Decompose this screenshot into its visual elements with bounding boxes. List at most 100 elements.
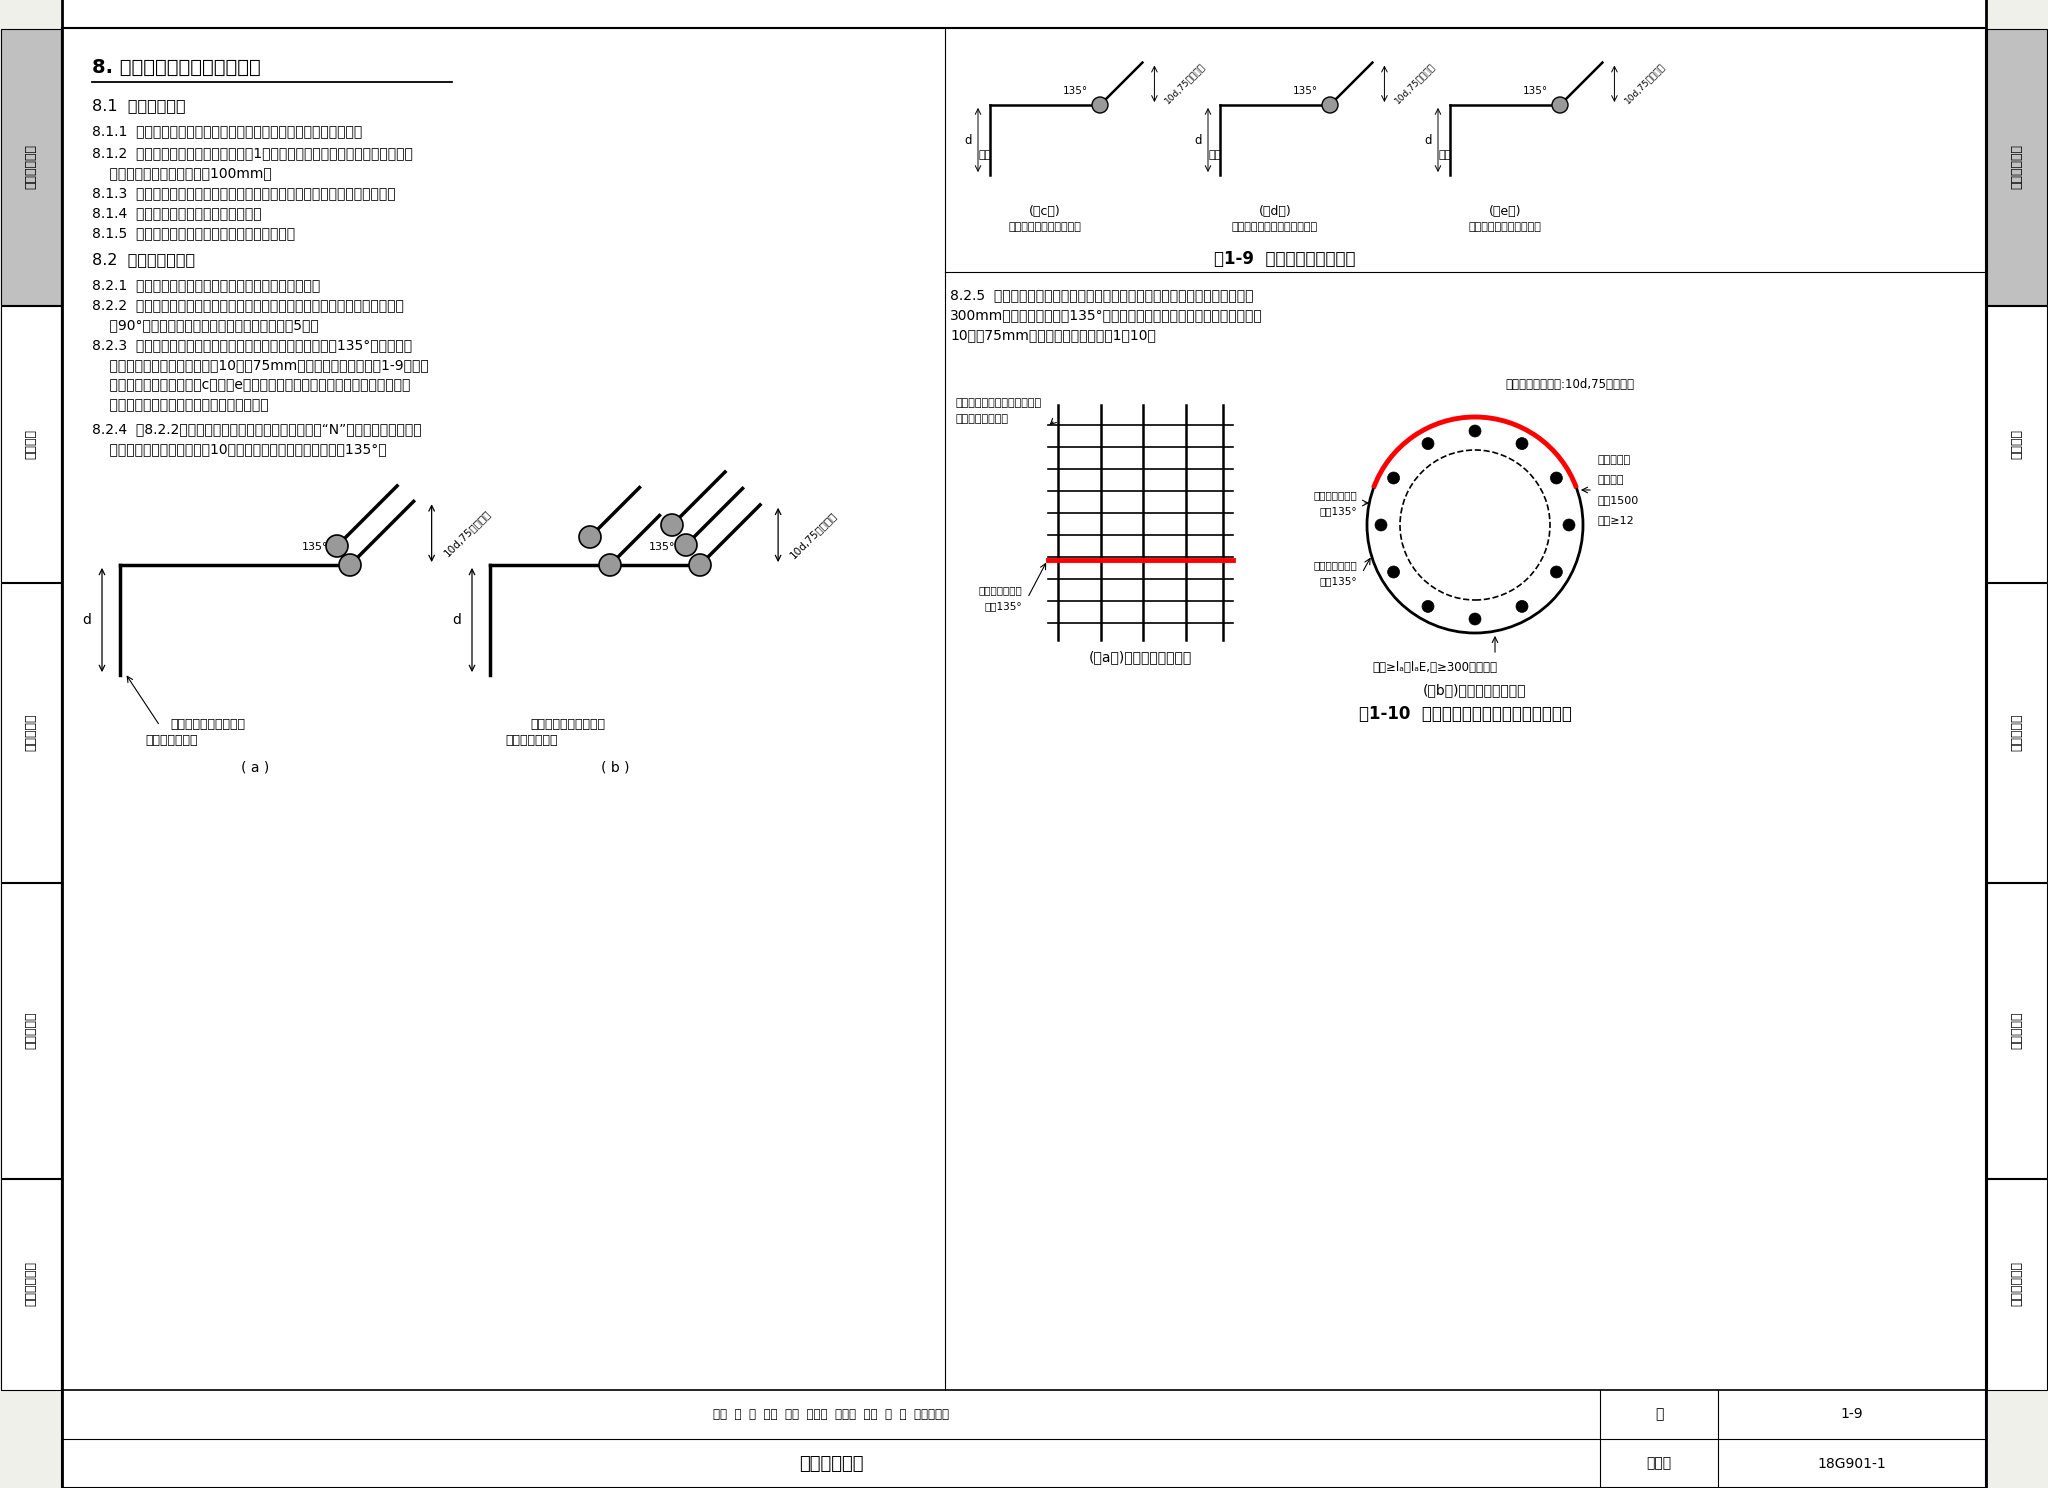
Text: 135°: 135° [1292,86,1317,97]
Text: 8.1.1  宜采用闪光对焊，且应在专业加工场地并采用专用设备完成。: 8.1.1 宜采用闪光对焊，且应在专业加工场地并采用专用设备完成。 [92,124,362,138]
Text: 角度135°: 角度135° [985,601,1022,612]
Text: 18G901-1: 18G901-1 [1819,1457,1886,1470]
Text: 剪力墙部分: 剪力墙部分 [25,713,37,751]
Text: 无梁楼盖部分: 无梁楼盖部分 [2011,1262,2023,1306]
Text: 剪力墙部分: 剪力墙部分 [2011,713,2023,751]
Text: (｣d､): (｣d､) [1260,205,1292,219]
Text: 箍筋弯折后的平直段长度为10倍箍筋直径，弯钉的弯折角度为135°。: 箍筋弯折后的平直段长度为10倍箍筋直径，弯钉的弯折角度为135°。 [92,442,387,455]
Text: 一般构造要求: 一般构造要求 [799,1454,864,1473]
Text: ( a ): ( a ) [242,760,268,774]
Circle shape [1421,600,1434,613]
Text: 图1-10  圆柱环状箍筋、螺旋箍筋构造详图: 图1-10 圆柱环状箍筋、螺旋箍筋构造详图 [1360,705,1573,723]
Text: 一般构造要求: 一般构造要求 [2011,144,2023,189]
Text: 绑扎搭接的柱、梁纵筋: 绑扎搭接的柱、梁纵筋 [530,719,604,731]
Text: 8.2.2  非框架梁及不考虑地震作用的悬挑梁，箍筋及拉筋弯钉的弯折角度不应小: 8.2.2 非框架梁及不考虑地震作用的悬挑梁，箍筋及拉筋弯钉的弯折角度不应小 [92,298,403,312]
Text: 于90°，弯折后平直段长度不应小于箍筋直径电5倍。: 于90°，弯折后平直段长度不应小于箍筋直径电5倍。 [92,318,319,332]
Text: 螺旋箍筋弯后长度:10d,75中较大值: 螺旋箍筋弯后长度:10d,75中较大值 [1505,378,1634,391]
Text: 300mm。钉筋末端均需做135°弯钉，弯折后平直段长度不应小于箍筋直径: 300mm。钉筋末端均需做135°弯钉，弯折后平直段长度不应小于箍筋直径 [950,308,1264,321]
Circle shape [1550,565,1563,577]
Text: 拉筋: 拉筋 [1208,150,1223,161]
Text: 梁、柱封闭箍筋: 梁、柱封闭箍筋 [506,734,557,747]
Text: 8.1  焊接封闭箍筋: 8.1 焊接封闭箍筋 [92,98,186,113]
Text: 10d,75中较大值: 10d,75中较大值 [442,507,492,558]
Text: 无梁楼盖部分: 无梁楼盖部分 [25,1262,37,1306]
Circle shape [662,513,682,536]
Text: 拉筋: 拉筋 [979,150,991,161]
Text: 页: 页 [1655,1408,1663,1421]
Circle shape [598,554,621,576]
Text: 135°: 135° [649,542,676,552]
Circle shape [688,554,711,576]
Circle shape [1374,519,1386,531]
Text: d: d [82,613,92,626]
Text: 弯后平直段长度: 弯后平直段长度 [1313,490,1358,500]
Circle shape [1516,600,1528,613]
Circle shape [1468,426,1481,437]
Circle shape [1550,472,1563,484]
Text: 角度135°: 角度135° [1319,576,1358,586]
Text: 紧靠纵向钉筋并匀住外圈箍筋: 紧靠纵向钉筋并匀住外圈箍筋 [1233,222,1319,232]
Text: 指定时，详见本图集各构件构造做法选用。: 指定时，详见本图集各构件构造做法选用。 [92,397,268,412]
Text: 图1-9  箍筋及拉筋弯钉构造: 图1-9 箍筋及拉筋弯钉构造 [1214,250,1356,268]
Text: 1-9: 1-9 [1841,1408,1864,1421]
Text: 135°: 135° [301,542,328,552]
Text: 8.1.3  矩形柱箍筋焊点宜设在柱短边，等边多边形柱箍筋焊点可设在任一边。: 8.1.3 矩形柱箍筋焊点宜设在柱短边，等边多边形柱箍筋焊点可设在任一边。 [92,186,395,199]
Text: 直径≥12: 直径≥12 [1597,515,1634,525]
Bar [1987,583,2048,882]
Text: 8.1.5  箍筋焊点应沿纵向受力钉筋方向错开布置。: 8.1.5 箍筋焊点应沿纵向受力钉筋方向错开布置。 [92,226,295,240]
Text: 开始与结束位置应有水平段，: 开始与结束位置应有水平段， [954,397,1040,408]
Text: d: d [453,613,461,626]
Bar [1987,1178,2048,1390]
Text: 审核  刘  簇  刘双  校对  高志强  宫主泻  设计  姚  刚  一个小目标: 审核 刘 簇 刘双 校对 高志强 宫主泻 设计 姚 刚 一个小目标 [713,1408,948,1421]
Text: 8. 箍筋、拉筋及拉结筋的构造: 8. 箍筋、拉筋及拉结筋的构造 [92,58,260,77]
Text: 拉筋: 拉筋 [1440,150,1452,161]
Bar [0,882,61,1178]
Circle shape [340,554,360,576]
Circle shape [1323,97,1337,113]
Bar [1987,882,2048,1178]
Text: 8.2.3  对有抗震设防要求的结构构件，箍筋弯钉的弯折角度为135°，弯折后平: 8.2.3 对有抗震设防要求的结构构件，箍筋弯钉的弯折角度为135°，弯折后平 [92,338,412,353]
Text: 长度不小于一圈半: 长度不小于一圈半 [954,414,1008,424]
Text: 框架部分: 框架部分 [25,429,37,458]
Text: d: d [1194,134,1202,146]
Text: 8.1.4  梁箍筋焊点应设置在顶部或底部。: 8.1.4 梁箍筋焊点应设置在顶部或底部。 [92,205,262,220]
Text: 一般构造要求: 一般构造要求 [25,144,37,189]
Text: 10倍和75mm两者中的较大值。如图1－10。: 10倍和75mm两者中的较大值。如图1－10。 [950,327,1155,342]
Text: 且距离弯折处的位置不小于100mm。: 且距离弯折处的位置不小于100mm。 [92,167,272,180]
Text: d: d [965,134,971,146]
Text: (｣b､)螺旋箍筋搭接构造: (｣b､)螺旋箍筋搭接构造 [1423,683,1526,696]
Circle shape [1516,437,1528,449]
Text: 10d,75中较大值: 10d,75中较大值 [788,510,838,559]
Text: 8.2  非焊接封闭箍筋: 8.2 非焊接封闭箍筋 [92,251,195,266]
Text: (｣e､): (｣e､) [1489,205,1522,219]
Text: 8.1.2  每个箍筋的焊接连接点数量应为1个，焊点宜位于多边形箍筋的某边中部，: 8.1.2 每个箍筋的焊接连接点数量应为1个，焊点宜位于多边形箍筋的某边中部， [92,146,414,161]
Circle shape [1421,437,1434,449]
Text: 搭接≥lₐ或lₐE,且≥300勾住纵筋: 搭接≥lₐ或lₐE,且≥300勾住纵筋 [1372,661,1497,674]
Bar [1987,0,2048,1488]
Bar [61,1390,1987,1488]
Text: 焊接圆环: 焊接圆环 [1597,475,1624,485]
Circle shape [1563,519,1575,531]
Text: 梁、柱封闭箍筋: 梁、柱封闭箍筋 [145,734,197,747]
Bar [0,583,61,882]
Text: 10d,75中较大值: 10d,75中较大值 [1393,62,1436,106]
Text: 普通板部分: 普通板部分 [2011,1012,2023,1049]
Text: 10d,75中较大值: 10d,75中较大值 [1622,62,1667,106]
Bar [0,28,61,305]
Circle shape [580,525,600,548]
Bar [1987,28,2048,305]
Bar [0,307,61,582]
Text: 等后平直段长度: 等后平直段长度 [979,585,1022,595]
Text: d: d [1423,134,1432,146]
Text: 8.2.1  当采用非焊接封闭箍筋时，箍筋末端应设置弯钉。: 8.2.1 当采用非焊接封闭箍筋时，箍筋末端应设置弯钉。 [92,278,319,292]
Circle shape [1389,472,1399,484]
Circle shape [676,534,696,557]
Text: 135°: 135° [1522,86,1548,97]
Text: 角度135°: 角度135° [1319,506,1358,516]
Text: 框架部分: 框架部分 [2011,429,2023,458]
Text: 8.2.4  当8.2.2条中的构件受扭（如梁侧面构造纵筋以“N”打头表示）时，复合: 8.2.4 当8.2.2条中的构件受扭（如梁侧面构造纵筋以“N”打头表示）时，复… [92,423,422,436]
Text: 普通板部分: 普通板部分 [25,1012,37,1049]
Bar [0,0,61,1488]
Bar [0,1178,61,1390]
Circle shape [1389,565,1399,577]
